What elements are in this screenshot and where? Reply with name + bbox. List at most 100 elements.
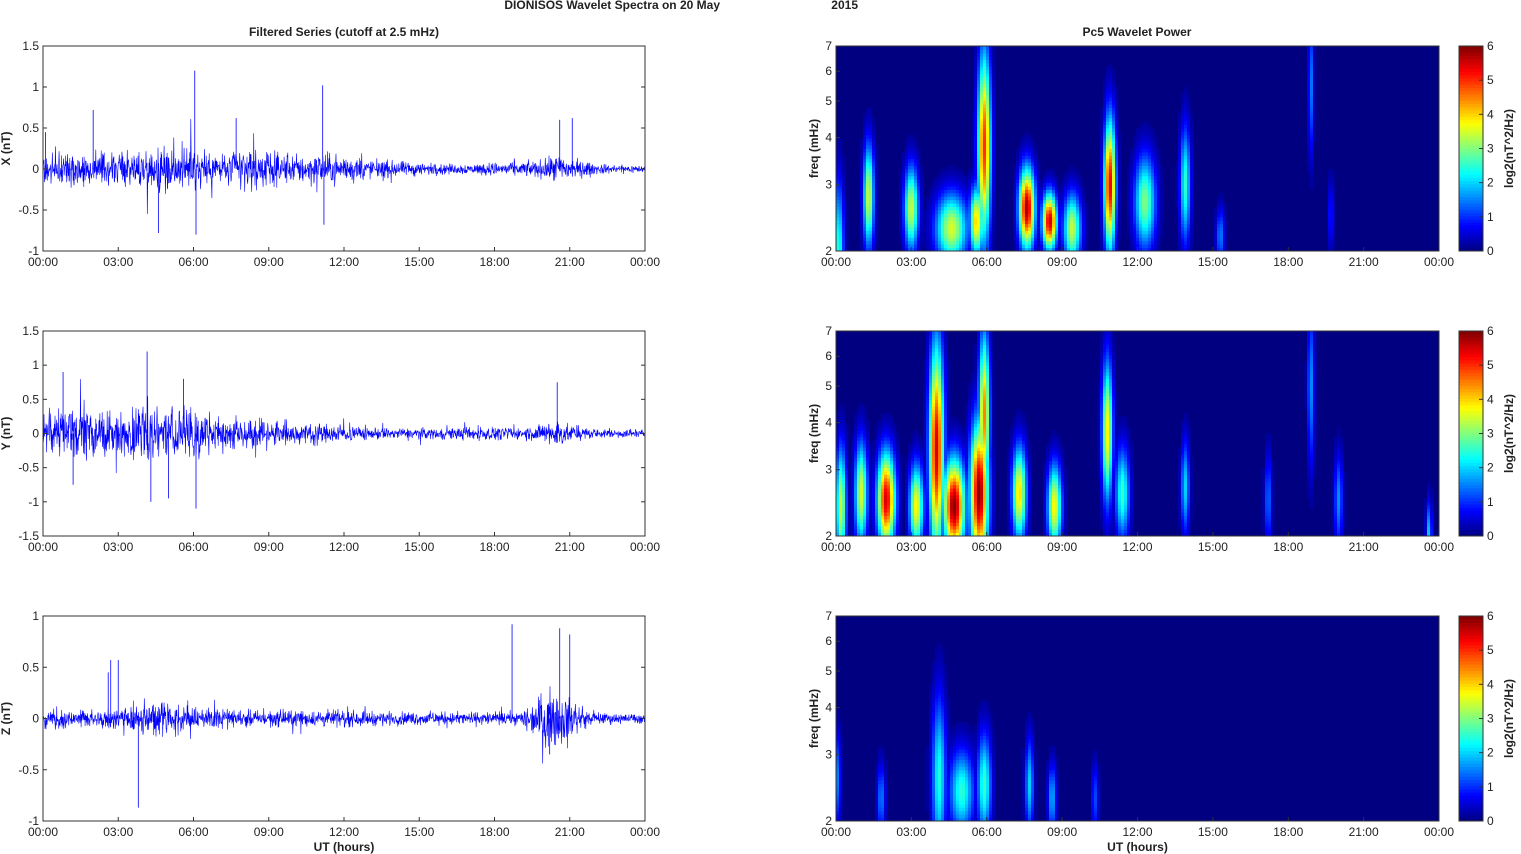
power-cell	[986, 46, 990, 50]
power-cell	[968, 233, 972, 238]
power-cell	[905, 532, 909, 537]
power-cell	[1046, 175, 1050, 180]
power-cell	[1109, 512, 1113, 516]
power-cell	[977, 512, 981, 516]
power-cell	[1025, 162, 1029, 166]
power-cell	[1115, 169, 1119, 173]
power-cell	[1184, 158, 1188, 163]
power-cell	[878, 512, 882, 516]
power-cell	[872, 172, 876, 177]
power-cell	[1025, 169, 1029, 173]
power-cell	[986, 104, 990, 108]
power-cell	[1028, 162, 1032, 166]
power-cell	[908, 515, 912, 520]
power-cell	[896, 498, 900, 503]
power-cell	[1151, 192, 1155, 197]
power-cell	[1133, 220, 1137, 225]
power-cell	[866, 196, 870, 201]
power-cell	[1049, 213, 1053, 218]
power-cell	[1049, 240, 1053, 245]
power-cell	[890, 488, 894, 492]
power-cell	[920, 512, 924, 516]
power-cell	[980, 49, 984, 54]
power-cell	[887, 498, 891, 503]
power-cell	[974, 59, 978, 64]
power-cell	[935, 525, 939, 530]
power-cell	[1118, 508, 1122, 513]
power-cell	[1187, 206, 1191, 211]
power-cell	[1109, 80, 1113, 84]
power-cell	[1127, 525, 1131, 530]
power-cell	[1118, 522, 1122, 527]
power-cell	[1025, 175, 1029, 180]
power-cell	[1025, 148, 1029, 153]
power-cell	[1016, 491, 1020, 496]
power-cell	[1151, 182, 1155, 187]
power-cell	[920, 247, 924, 252]
power-cell	[968, 240, 972, 245]
power-cell	[887, 529, 891, 533]
power-cell	[860, 525, 864, 530]
power-cell	[1022, 213, 1026, 218]
power-cell	[1019, 148, 1023, 153]
power-cell	[965, 175, 969, 180]
power-cell	[869, 223, 873, 228]
power-cell	[869, 110, 873, 115]
power-cell	[1139, 134, 1143, 139]
power-cell	[1427, 525, 1431, 530]
power-cell	[1115, 114, 1119, 119]
power-cell	[842, 515, 846, 520]
power-cell	[1130, 206, 1134, 211]
power-cell	[839, 141, 843, 146]
power-cell	[884, 515, 888, 520]
power-cell	[941, 525, 945, 530]
power-cell	[875, 508, 879, 513]
power-cell	[854, 518, 858, 523]
power-cell	[1112, 529, 1116, 533]
power-cell	[986, 247, 990, 252]
power-cell	[1313, 83, 1317, 88]
power-cell	[1043, 484, 1047, 489]
power-cell	[1112, 80, 1116, 84]
power-cell	[974, 49, 978, 54]
power-cell	[917, 155, 921, 160]
power-cell	[866, 213, 870, 218]
power-cell	[1310, 162, 1314, 166]
power-cell	[1043, 230, 1047, 235]
power-cell	[1055, 481, 1059, 486]
power-cell	[974, 179, 978, 184]
power-cell	[1112, 216, 1116, 221]
power-cell	[1028, 501, 1032, 506]
power-cell	[1187, 110, 1191, 115]
power-cell	[839, 186, 843, 190]
power-cell	[1064, 206, 1068, 211]
power-cell	[908, 151, 912, 156]
power-cell	[1187, 107, 1191, 112]
power-cell	[1307, 83, 1311, 88]
power-cell	[1331, 196, 1335, 201]
power-cell	[1022, 158, 1026, 163]
power-cell	[1034, 233, 1038, 238]
power-cell	[974, 158, 978, 163]
power-cell	[1223, 247, 1227, 252]
power-cell	[1217, 237, 1221, 242]
x-tick-label: 00:00	[1424, 255, 1454, 269]
power-cell	[881, 484, 885, 489]
power-cell	[1103, 175, 1107, 180]
power-cell	[1271, 532, 1275, 537]
power-cell	[992, 52, 996, 57]
power-cell	[1118, 141, 1122, 146]
power-cell	[911, 491, 915, 496]
power-cell	[1106, 518, 1110, 523]
power-cell	[875, 230, 879, 235]
y-tick-label: 4	[825, 131, 832, 145]
power-cell	[1019, 169, 1023, 173]
power-cell	[965, 491, 969, 496]
power-cell	[947, 512, 951, 516]
power-cell	[986, 73, 990, 78]
power-cell	[1142, 192, 1146, 197]
power-cell	[944, 233, 948, 238]
power-cell	[1013, 175, 1017, 180]
power-cell	[1103, 100, 1107, 105]
power-cell	[1061, 216, 1065, 221]
